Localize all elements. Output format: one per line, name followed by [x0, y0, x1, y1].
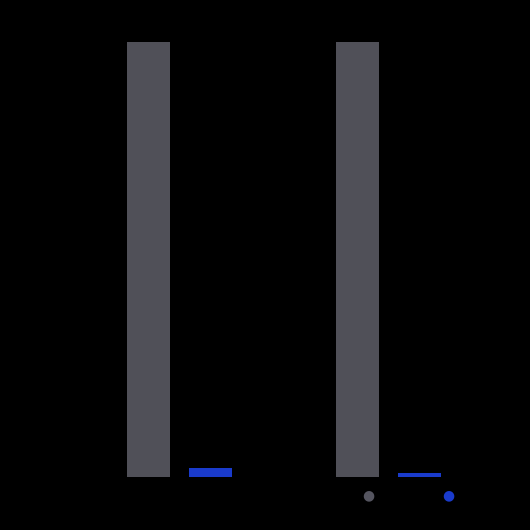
- Bar: [398, 473, 441, 477]
- Bar: [336, 42, 379, 477]
- Bar: [127, 42, 170, 477]
- Bar: [189, 469, 232, 477]
- Text: ●: ●: [363, 489, 374, 502]
- Text: ●: ●: [442, 489, 454, 502]
